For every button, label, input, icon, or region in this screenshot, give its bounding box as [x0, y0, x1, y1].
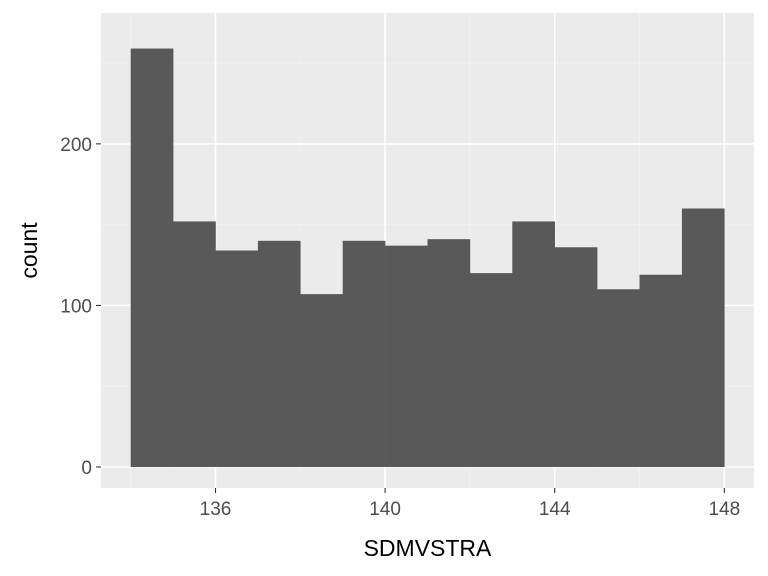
y-tick-label: 0 — [81, 458, 92, 479]
x-tick-label: 136 — [200, 499, 232, 520]
histogram-bar — [130, 48, 174, 467]
y-axis: 0 100 200 — [60, 135, 101, 479]
x-axis-title: SDMVSTRA — [364, 535, 492, 561]
x-tick-label: 144 — [539, 499, 571, 520]
y-tick-label: 100 — [60, 296, 92, 317]
y-axis-title: count — [16, 222, 42, 279]
histogram-bar — [215, 250, 259, 467]
histogram-bar — [639, 274, 683, 467]
histogram-bar — [681, 208, 725, 467]
x-tick-label: 148 — [708, 499, 740, 520]
histogram-bar — [512, 221, 556, 467]
histogram-bar — [597, 289, 640, 467]
histogram-bar — [385, 245, 428, 467]
histogram-bar — [173, 221, 216, 467]
histogram-bars — [130, 48, 725, 467]
histogram-bar — [300, 294, 343, 467]
x-tick-label: 140 — [369, 499, 401, 520]
histogram-bar — [469, 273, 513, 467]
histogram-bar — [342, 240, 386, 467]
histogram-bar — [427, 239, 471, 467]
histogram-bar — [257, 240, 301, 467]
x-axis: 136 140 144 148 — [200, 488, 740, 520]
histogram-bar — [554, 247, 598, 467]
y-tick-label: 200 — [60, 135, 92, 156]
